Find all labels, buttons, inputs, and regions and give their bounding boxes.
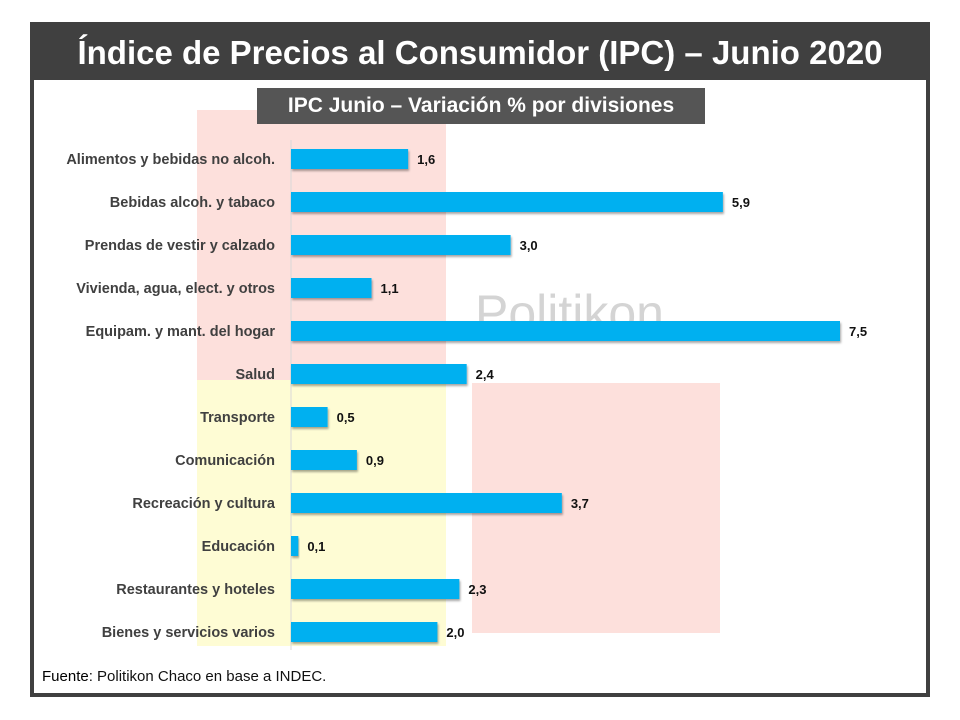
- category-label: Alimentos y bebidas no alcoh.: [66, 152, 275, 168]
- bar: [291, 450, 357, 470]
- bar: [291, 235, 511, 255]
- category-label: Comunicación: [175, 453, 275, 469]
- data-label: 7,5: [849, 324, 867, 339]
- category-label: Bienes y servicios varios: [102, 625, 275, 641]
- bar: [291, 493, 562, 513]
- bar: [291, 149, 409, 169]
- category-label: Restaurantes y hoteles: [116, 582, 275, 598]
- source-label: Fuente: [42, 668, 89, 685]
- data-label: 1,1: [381, 281, 399, 296]
- data-label: 0,1: [307, 539, 325, 554]
- data-label: 5,9: [732, 195, 750, 210]
- data-label: 3,7: [571, 496, 589, 511]
- category-label: Prendas de vestir y calzado: [85, 238, 275, 254]
- bar: [291, 321, 840, 341]
- category-label: Vivienda, agua, elect. y otros: [76, 281, 275, 297]
- bar: [291, 407, 328, 427]
- source-note: Fuente: Politikon Chaco en base a INDEC.: [42, 668, 326, 685]
- bar: [291, 364, 467, 384]
- chart-title: IPC Junio – Variación % por divisiones: [257, 88, 705, 124]
- category-label: Transporte: [200, 410, 275, 426]
- bar: [291, 622, 438, 642]
- data-label: 2,3: [468, 582, 486, 597]
- data-label: 0,5: [337, 410, 355, 425]
- data-label: 1,6: [417, 152, 435, 167]
- data-label: 0,9: [366, 453, 384, 468]
- category-label: Salud: [236, 367, 275, 383]
- category-label: Educación: [202, 539, 275, 555]
- bar: [291, 536, 299, 556]
- data-label: 3,0: [520, 238, 538, 253]
- bar: [291, 278, 372, 298]
- category-label: Recreación y cultura: [132, 496, 276, 512]
- category-label: Bebidas alcoh. y tabaco: [110, 195, 275, 211]
- data-label: 2,0: [446, 625, 464, 640]
- bar: [291, 192, 723, 212]
- category-label: Equipam. y mant. del hogar: [86, 324, 276, 340]
- source-text: : Politikon Chaco en base a INDEC.: [88, 668, 327, 685]
- data-label: 2,4: [476, 367, 495, 382]
- page-title: Índice de Precios al Consumidor (IPC) – …: [34, 26, 926, 80]
- bar: [291, 579, 460, 599]
